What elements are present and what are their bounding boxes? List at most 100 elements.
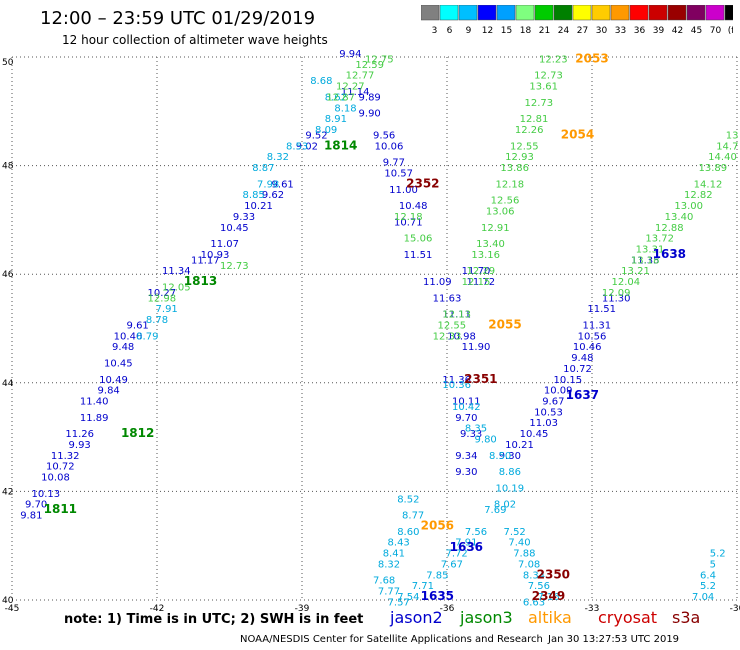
wave-height-label: 10.21 (244, 201, 273, 212)
colorbar-swatch (572, 5, 592, 21)
wave-height-label: 10.13 (32, 489, 61, 500)
pass-time-label: 2350 (537, 567, 570, 581)
wave-height-label: 11.17 (191, 255, 220, 266)
pass-time-label: 2056 (421, 518, 454, 532)
legend-sat-jason3: jason3 (460, 608, 513, 627)
pass-time-label: 2053 (575, 51, 608, 65)
pass-time-label: 1811 (44, 502, 77, 516)
wave-height-label: 10.06 (375, 141, 404, 152)
wave-height-label: 9.80 (475, 435, 497, 446)
wave-height-label: 11.03 (529, 418, 558, 429)
wave-height-label: 8.50 (489, 451, 511, 462)
wave-height-label: 12.55 (438, 321, 467, 332)
wave-height-label: 8.02 (494, 500, 516, 511)
wave-height-label: 11.07 (210, 239, 239, 250)
wave-height-label: 10.21 (505, 440, 534, 451)
wave-height-label: 7.71 (412, 581, 434, 592)
x-tick-label: -39 (295, 604, 310, 614)
colorbar-label: 3 (432, 26, 438, 35)
x-tick-label: -42 (150, 604, 165, 614)
footer-note: note: 1) Time is in UTC; 2) SWH is in fe… (64, 612, 364, 627)
wave-height-label: 7.40 (508, 538, 530, 549)
y-tick-label: 48 (2, 162, 14, 172)
colorbar-label: 36 (634, 26, 646, 35)
wave-height-label: 10.46 (573, 342, 602, 353)
wave-height-label: 10.40 (114, 331, 143, 342)
pass-time-label: 2351 (464, 372, 497, 386)
wave-height-label: 7.98 (257, 179, 279, 190)
wave-height-label: 8.62 (325, 92, 347, 103)
wave-height-label: 8.78 (146, 315, 168, 326)
wave-height-label: 11.32 (51, 451, 80, 462)
wave-height-label: 9.48 (571, 353, 593, 364)
wave-height-label: 9.93 (69, 440, 91, 451)
y-tick-label: 50 (2, 58, 14, 68)
wave-height-label: 12.04 (612, 277, 641, 288)
wave-height-label: 12.73 (220, 261, 249, 272)
wave-height-label: 7.88 (513, 549, 535, 560)
colorbar-swatch (610, 5, 630, 21)
wave-height-label: 12.55 (510, 141, 539, 152)
wave-height-label: 9.61 (272, 179, 294, 190)
wave-height-label: 10.71 (394, 217, 423, 228)
wave-height-label: 12.91 (481, 223, 510, 234)
x-tick-label: -33 (585, 604, 600, 614)
colorbar-label: 45 (691, 26, 702, 35)
wave-height-label: 9.81 (20, 511, 42, 522)
wave-height-label: 8.53 (286, 141, 308, 152)
wave-height-label: 12.56 (491, 196, 520, 207)
wave-height-label: 12.82 (684, 190, 713, 201)
wave-height-label: 8.43 (388, 538, 410, 549)
wave-height-label: 11.36 (442, 375, 471, 386)
wave-height-label: 9.52 (305, 130, 327, 141)
colorbar-swatch (705, 5, 725, 21)
wave-height-label: 14.40 (708, 152, 737, 163)
colorbar-label: 70 (710, 26, 722, 35)
wave-height-label: 13.86 (500, 163, 529, 174)
wave-height-label: 9.33 (460, 429, 482, 440)
page-title: 12:00 – 23:59 UTC 01/29/2019 (40, 8, 316, 29)
page-subtitle: 12 hour collection of altimeter wave hei… (62, 33, 328, 47)
wave-height-label: 5.2 (700, 581, 716, 592)
wave-height-label: 9.67 (542, 397, 564, 408)
colorbar-swatch (515, 5, 535, 21)
wave-height-label: 7.56 (465, 527, 487, 538)
colorbar-swatch (553, 5, 573, 21)
wave-height-label: 11.63 (433, 293, 462, 304)
wave-height-label: 12.05 (162, 282, 191, 293)
wave-height-label: 12.18 (394, 212, 423, 223)
colorbar-swatch (724, 5, 733, 21)
wave-height-label: 5.2 (710, 549, 726, 560)
credit-line: NOAA/NESDIS Center for Satellite Applica… (240, 634, 543, 645)
x-tick-label: -36 (440, 604, 455, 614)
colorbar-label: 18 (520, 26, 532, 35)
wave-height-label: 11.00 (389, 185, 418, 196)
wave-height-label: 11.40 (80, 397, 109, 408)
wave-height-label: 7.85 (426, 570, 448, 581)
colorbar-swatch (648, 5, 668, 21)
wave-height-label: 14.12 (694, 179, 723, 190)
colorbar-label: 39 (653, 26, 665, 35)
wave-height-label: 9.61 (127, 321, 149, 332)
wave-height-label: 9.33 (233, 212, 255, 223)
pass-time-label: 1637 (566, 388, 599, 402)
pass-time-label: 1812 (121, 426, 154, 440)
wave-height-label: 9.89 (359, 92, 381, 103)
wave-height-label: 5 (710, 559, 716, 570)
wave-height-label: 7.68 (373, 576, 395, 587)
wave-height-label: 8.32 (378, 559, 400, 570)
pass-time-label: 1814 (324, 138, 357, 152)
y-tick-label: 40 (2, 596, 14, 606)
wave-height-label: 10.53 (534, 407, 563, 418)
colorbar-swatch (421, 5, 440, 21)
wave-height-label: 7.77 (378, 587, 400, 598)
wave-height-label: 10.72 (563, 364, 592, 375)
wave-height-label: 12.33 (433, 331, 462, 342)
wave-height-label: 10.42 (452, 402, 481, 413)
legend-sat-cryosat: cryosat (598, 608, 658, 627)
wave-height-label: 8.79 (136, 331, 158, 342)
colorbar-label: 9 (466, 26, 472, 35)
y-tick-label: 42 (2, 487, 13, 497)
wave-height-label: 12.13 (442, 310, 471, 321)
